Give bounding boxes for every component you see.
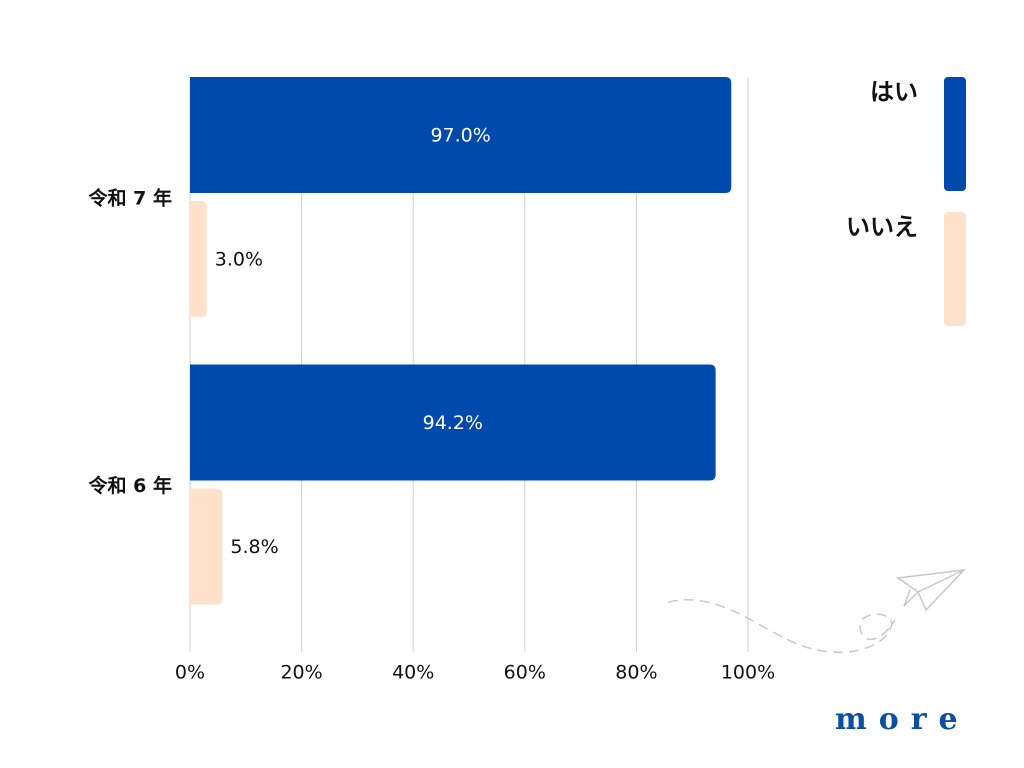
x-tick-label: 60% <box>504 662 546 684</box>
bar <box>190 201 207 317</box>
value-label: 5.8% <box>230 536 278 558</box>
legend-swatch <box>944 77 966 191</box>
x-tick-label: 0% <box>175 662 205 684</box>
value-label: 97.0% <box>430 125 490 147</box>
x-tick-label: 20% <box>280 662 322 684</box>
value-label: 94.2% <box>423 412 483 434</box>
brand-logo: more <box>835 702 970 737</box>
y-tick-label: 令和 6 年 <box>89 474 172 497</box>
y-tick-label: 令和 7 年 <box>89 187 172 210</box>
legend-label: いいえ <box>846 213 918 241</box>
value-label: 3.0% <box>215 249 263 271</box>
legend-swatch <box>944 212 966 326</box>
x-tick-label: 80% <box>615 662 657 684</box>
bar <box>190 77 732 193</box>
paper-plane-decoration <box>667 569 966 653</box>
x-tick-label: 40% <box>392 662 434 684</box>
bar <box>190 488 223 605</box>
x-tick-label: 100% <box>721 662 775 684</box>
legend-label: はい <box>870 78 918 106</box>
bar <box>190 364 716 481</box>
